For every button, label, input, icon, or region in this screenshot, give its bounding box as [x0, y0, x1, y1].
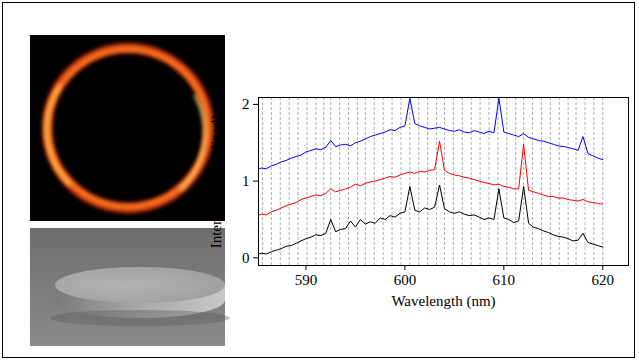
svg-text:1: 1	[242, 173, 250, 189]
svg-text:610: 610	[493, 272, 516, 288]
svg-text:590: 590	[295, 272, 318, 288]
svg-text:620: 620	[592, 272, 615, 288]
svg-text:Intensity (normalized): Intensity (normalized)	[208, 115, 225, 249]
svg-text:Wavelength (nm): Wavelength (nm)	[391, 293, 495, 310]
svg-text:2: 2	[242, 96, 250, 112]
svg-text:0: 0	[242, 250, 250, 266]
svg-text:600: 600	[394, 272, 417, 288]
